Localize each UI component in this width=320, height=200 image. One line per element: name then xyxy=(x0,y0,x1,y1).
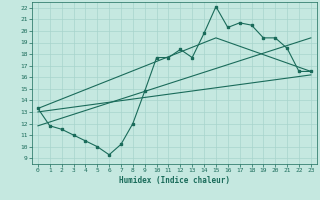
X-axis label: Humidex (Indice chaleur): Humidex (Indice chaleur) xyxy=(119,176,230,185)
